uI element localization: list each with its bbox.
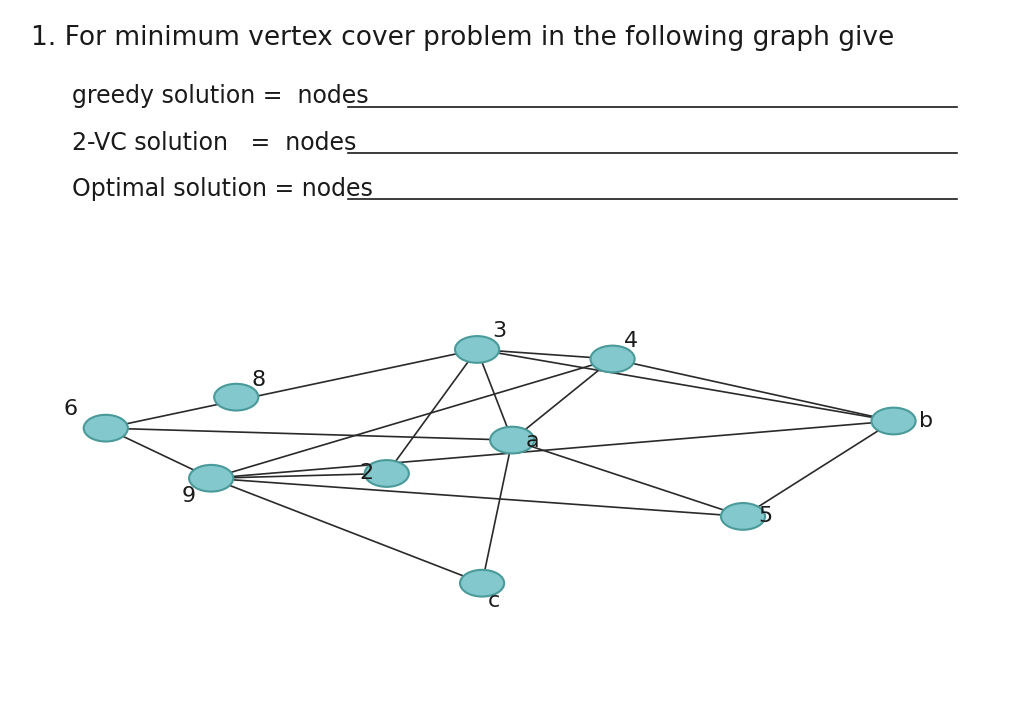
Text: 5: 5 [758, 506, 772, 526]
Text: 1. For minimum vertex cover problem in the following graph give: 1. For minimum vertex cover problem in t… [31, 25, 894, 51]
Text: 4: 4 [624, 331, 638, 351]
Text: b: b [919, 411, 933, 431]
Ellipse shape [365, 460, 409, 487]
Ellipse shape [721, 503, 765, 530]
Text: Optimal solution = nodes: Optimal solution = nodes [72, 177, 373, 201]
Text: greedy solution =  nodes: greedy solution = nodes [72, 84, 369, 108]
Ellipse shape [455, 336, 499, 363]
Ellipse shape [460, 570, 504, 597]
Text: c: c [488, 592, 501, 612]
Ellipse shape [591, 345, 635, 372]
Ellipse shape [871, 408, 915, 434]
Text: 9: 9 [182, 486, 197, 506]
Ellipse shape [84, 415, 128, 441]
Text: 8: 8 [251, 370, 265, 390]
Text: a: a [525, 431, 539, 451]
Ellipse shape [189, 465, 233, 491]
Ellipse shape [214, 384, 258, 411]
Text: 3: 3 [493, 321, 506, 341]
Text: 2-VC solution   =  nodes: 2-VC solution = nodes [72, 130, 356, 155]
Text: 6: 6 [63, 399, 78, 419]
Ellipse shape [490, 426, 535, 454]
Text: 2: 2 [359, 464, 374, 483]
